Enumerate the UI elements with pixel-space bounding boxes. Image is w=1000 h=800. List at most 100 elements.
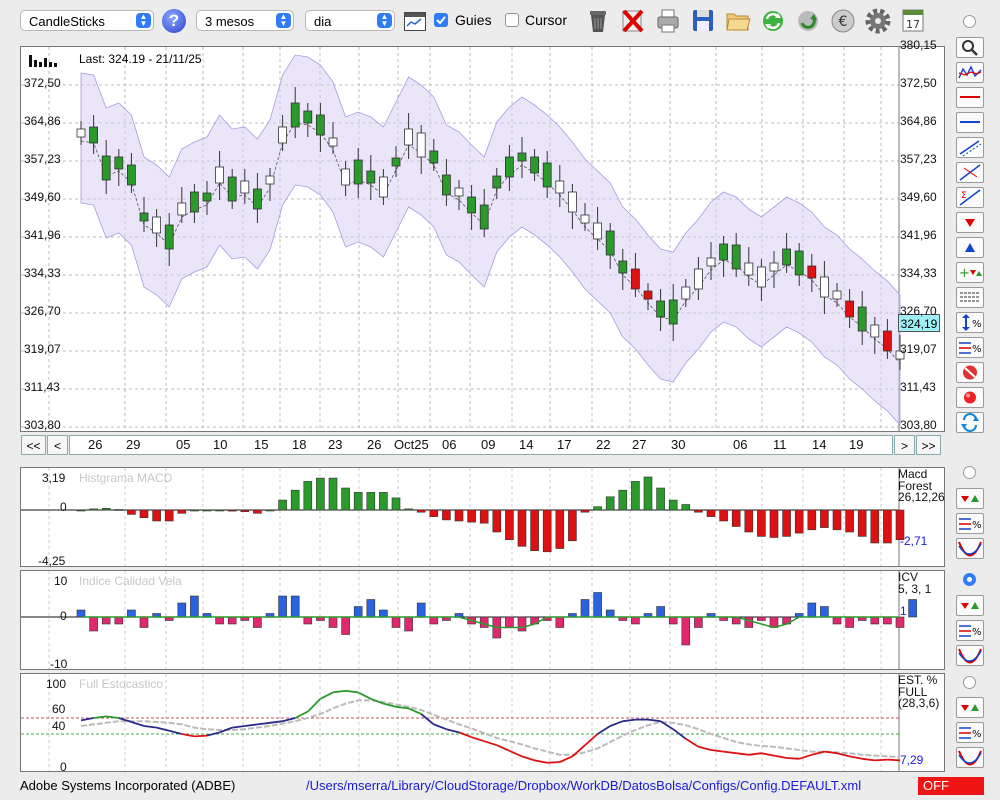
save-icon[interactable] <box>689 5 717 35</box>
macd-title: Histgrama MACD <box>79 471 173 485</box>
off-toggle[interactable]: OFF <box>918 777 984 795</box>
date-tick: 10 <box>213 437 228 452</box>
icv-bar <box>177 602 187 618</box>
price-chart-panel[interactable]: Last: 324.19 - 21/11/25 <box>20 46 945 432</box>
stochastic-curve-icon[interactable] <box>956 747 984 768</box>
macd-bar <box>316 477 325 511</box>
macd-histogram[interactable] <box>21 468 944 566</box>
macd-bar <box>731 509 741 527</box>
interval-select[interactable]: dia ▲ ▼ <box>305 10 395 31</box>
refresh-icon[interactable] <box>759 5 787 35</box>
price-tick-left: 303,80 <box>24 418 61 432</box>
candle-body <box>366 170 376 184</box>
print-icon[interactable] <box>654 5 682 35</box>
date-tick: 06 <box>442 437 457 452</box>
arrow-down-icon[interactable] <box>956 212 984 233</box>
guides-label: Guies <box>455 12 492 28</box>
add-markers-icon[interactable]: + <box>956 262 984 283</box>
calendar-icon[interactable]: 17 <box>899 5 927 35</box>
main-panel-radio[interactable] <box>963 15 976 28</box>
price-tick-right: 372,50 <box>900 76 937 90</box>
candle-body <box>794 250 804 276</box>
icv-percent-lines-icon[interactable]: % <box>956 620 984 641</box>
fibonacci-icon[interactable]: Σ <box>956 187 984 208</box>
delete-icon[interactable] <box>619 5 647 35</box>
macd-panel-radio[interactable] <box>963 466 976 479</box>
macd-panel[interactable]: Histgrama MACD <box>20 467 945 567</box>
candlestick-chart[interactable] <box>21 47 944 431</box>
percent-range-icon[interactable]: % <box>956 312 984 333</box>
help-icon[interactable]: ? <box>162 9 186 33</box>
stochastic-k-segment <box>710 749 724 753</box>
icv-panel[interactable]: Indice Calidad Vela <box>20 570 945 670</box>
stochastic-panel[interactable]: Full Estocastico <box>20 673 945 772</box>
stochastic-k-segment <box>824 750 838 755</box>
arrow-up-icon[interactable] <box>956 237 984 258</box>
trash-icon[interactable] <box>584 5 612 35</box>
stochastic-k-segment <box>723 750 737 755</box>
sync-icon[interactable] <box>794 5 822 35</box>
cursor-checkbox[interactable] <box>505 13 519 27</box>
macd-curve-icon[interactable] <box>956 538 984 559</box>
stochastic-panel-radio[interactable] <box>963 676 976 689</box>
chart-settings-icon[interactable] <box>404 12 426 31</box>
config-path-link[interactable]: /Users/mserra/Library/CloudStorage/Dropb… <box>306 778 862 793</box>
icv-signal-line <box>81 616 900 629</box>
guides-checkbox[interactable] <box>434 13 448 27</box>
icv-markers-icon[interactable] <box>956 595 984 616</box>
macd-percent-lines-icon[interactable]: % <box>956 513 984 534</box>
macd-bar <box>101 508 111 511</box>
icv-curve-icon[interactable] <box>956 645 984 666</box>
stochastic-k-segment <box>332 689 346 694</box>
macd-bar <box>807 509 817 531</box>
stochastic-k-segment <box>408 707 422 715</box>
percent-lines-icon[interactable]: % <box>956 337 984 358</box>
icv-bar <box>391 616 401 628</box>
candle-body <box>252 188 262 210</box>
channel-icon[interactable] <box>956 137 984 158</box>
stop-icon[interactable] <box>956 362 984 383</box>
stochastic-markers-icon[interactable] <box>956 697 984 718</box>
swap-icon[interactable] <box>956 412 984 433</box>
macd-bar <box>152 509 161 522</box>
gear-icon[interactable] <box>864 5 892 35</box>
stochastic-k-segment <box>798 753 813 760</box>
stochastic-k-segment <box>269 720 283 724</box>
icv-bar <box>353 606 363 618</box>
candle-body <box>240 180 250 194</box>
price-tick-right: 319,07 <box>900 342 937 356</box>
zoom-icon[interactable] <box>956 37 984 58</box>
stochastic-chart[interactable] <box>21 674 944 771</box>
macd-bar <box>202 509 212 512</box>
open-folder-icon[interactable] <box>724 5 752 35</box>
macd-markers-icon[interactable] <box>956 488 984 509</box>
trend-line-icon[interactable] <box>956 162 984 183</box>
record-icon[interactable] <box>956 387 984 408</box>
macd-tick: -4,25 <box>38 554 66 568</box>
icv-panel-radio[interactable] <box>963 573 976 586</box>
macd-bar <box>404 508 413 511</box>
grid-lines-icon[interactable] <box>956 287 984 308</box>
euro-icon[interactable]: € <box>829 5 857 35</box>
stochastic-k-segment <box>597 725 611 735</box>
macd-bar <box>127 509 136 515</box>
symbol-select[interactable]: CandleSticks ▲ ▼ <box>20 10 154 31</box>
icv-bar <box>517 616 527 632</box>
candle-body <box>265 175 275 185</box>
price-tick-right: 357,23 <box>900 152 937 166</box>
icv-bar <box>127 609 136 618</box>
macd-bar <box>883 509 892 544</box>
red-line-icon[interactable] <box>956 87 984 108</box>
stochastic-tick: 60 <box>52 702 66 716</box>
icv-chart[interactable] <box>21 571 944 669</box>
nav-next-button[interactable]: > <box>894 435 915 455</box>
stochastic-percent-lines-icon[interactable]: % <box>956 722 984 743</box>
blue-line-icon[interactable] <box>956 112 984 133</box>
macd-bar <box>870 509 880 544</box>
candle-body <box>555 180 565 194</box>
nav-prev-button[interactable]: < <box>47 435 68 455</box>
indicator-chart-icon[interactable] <box>956 62 984 83</box>
nav-last-button[interactable]: >> <box>916 435 941 455</box>
period-select[interactable]: 3 mesos ▲ ▼ <box>196 10 294 31</box>
nav-first-button[interactable]: << <box>21 435 46 455</box>
